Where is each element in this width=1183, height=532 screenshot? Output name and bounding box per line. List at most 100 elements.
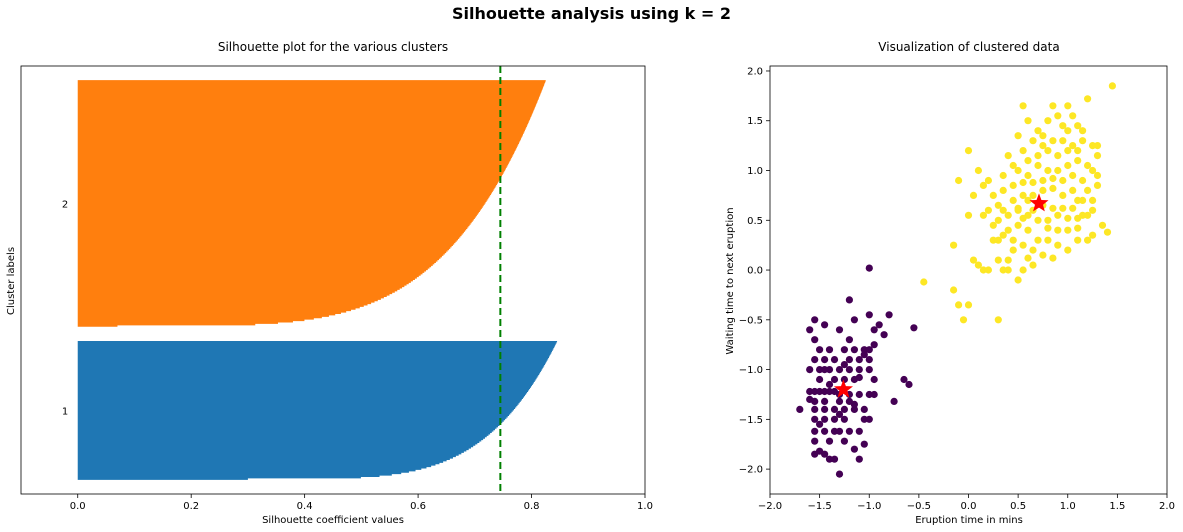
scatter-point-cluster-1 — [860, 351, 868, 359]
scatter-point-cluster-2 — [1044, 117, 1052, 125]
scatter-point-cluster-2 — [969, 256, 978, 264]
scatter-y-tick-label: −0.5 — [739, 315, 763, 326]
scatter-point-cluster-1 — [821, 405, 829, 413]
scatter-point-cluster-2 — [1064, 214, 1072, 222]
scatter-point-cluster-2 — [1054, 112, 1062, 120]
scatter-point-cluster-2 — [1074, 157, 1082, 165]
scatter-point-cluster-2 — [1044, 166, 1052, 175]
scatter-y-tick-label: 1.0 — [747, 166, 763, 177]
scatter-point-cluster-2 — [984, 176, 993, 185]
scatter-point-cluster-2 — [1029, 178, 1037, 187]
scatter-point-cluster-1 — [855, 427, 863, 435]
scatter-point-cluster-2 — [1074, 236, 1082, 244]
scatter-point-cluster-1 — [840, 405, 849, 413]
scatter-point-cluster-1 — [806, 326, 814, 334]
scatter-point-cluster-2 — [1093, 152, 1102, 160]
scatter-point-cluster-1 — [845, 366, 854, 374]
scatter-point-cluster-2 — [950, 286, 958, 294]
scatter-point-cluster-1 — [850, 316, 859, 324]
scatter-point-cluster-1 — [830, 405, 839, 413]
scatter-point-cluster-1 — [825, 380, 834, 389]
scatter-point-cluster-2 — [1108, 82, 1116, 90]
scatter-point-cluster-2 — [1084, 236, 1092, 244]
scatter-point-cluster-1 — [865, 311, 873, 319]
silhouette-x-axis-label: Silhouette coefficient values — [262, 515, 404, 526]
scatter-point-cluster-2 — [1059, 176, 1067, 185]
scatter-point-cluster-2 — [1009, 196, 1017, 204]
scatter-point-cluster-1 — [870, 390, 878, 399]
scatter-point-cluster-1 — [835, 470, 844, 478]
scatter-point-cluster-2 — [1074, 147, 1082, 155]
figure-suptitle: Silhouette analysis using k = 2 — [452, 4, 731, 23]
scatter-y-tick-label: 0.0 — [747, 266, 763, 277]
scatter-point-cluster-2 — [1059, 191, 1067, 199]
scatter-point-cluster-1 — [835, 366, 844, 374]
scatter-point-cluster-1 — [830, 356, 839, 364]
scatter-point-cluster-2 — [1064, 147, 1072, 155]
scatter-point-cluster-2 — [1079, 176, 1087, 185]
silhouette-plot-frame — [20, 65, 646, 495]
silhouette-y-axis-label: Cluster labels — [6, 247, 17, 315]
scatter-point-cluster-2 — [1064, 226, 1072, 234]
scatter-point-cluster-1 — [865, 264, 873, 272]
scatter-point-cluster-1 — [870, 341, 878, 349]
scatter-point-cluster-2 — [920, 278, 928, 286]
silhouette-x-tick-label: 0.0 — [70, 501, 86, 512]
scatter-point-cluster-1 — [811, 356, 819, 364]
scatter-point-cluster-2 — [1039, 132, 1047, 140]
scatter-point-cluster-1 — [821, 397, 829, 405]
scatter-point-cluster-2 — [1034, 161, 1042, 170]
scatter-point-cluster-2 — [1093, 181, 1102, 189]
scatter-point-cluster-2 — [1004, 266, 1012, 274]
scatter-point-cluster-2 — [1098, 221, 1107, 229]
scatter-point-cluster-2 — [1019, 214, 1027, 222]
scatter-point-cluster-1 — [865, 415, 873, 423]
scatter-point-cluster-2 — [999, 231, 1007, 239]
scatter-point-cluster-2 — [1024, 171, 1032, 180]
scatter-point-cluster-1 — [860, 346, 868, 354]
silhouette-x-tick-label: 1.0 — [637, 501, 653, 512]
scatter-point-cluster-2 — [1064, 102, 1072, 110]
scatter-point-cluster-2 — [1059, 137, 1067, 145]
scatter-point-cluster-2 — [989, 236, 997, 244]
cluster-label-1: 1 — [62, 406, 68, 417]
scatter-point-cluster-2 — [1034, 127, 1042, 135]
scatter-plot-frame — [769, 65, 1168, 495]
scatter-point-cluster-1 — [840, 361, 849, 369]
scatter-plot-title: Visualization of clustered data — [878, 40, 1059, 54]
scatter-point-cluster-2 — [974, 261, 983, 269]
scatter-point-cluster-2 — [1019, 178, 1027, 187]
scatter-point-cluster-2 — [955, 176, 963, 185]
scatter-point-cluster-1 — [830, 427, 839, 435]
scatter-point-cluster-2 — [1079, 127, 1087, 135]
scatter-point-cluster-2 — [1093, 171, 1102, 180]
scatter-point-cluster-1 — [835, 410, 844, 418]
scatter-point-cluster-2 — [1069, 186, 1077, 194]
silhouette-x-tick-label: 0.6 — [410, 501, 426, 512]
scatter-point-cluster-2 — [999, 171, 1007, 180]
silhouette-x-tick-label: 0.2 — [183, 501, 199, 512]
scatter-point-cluster-2 — [1044, 236, 1052, 244]
scatter-point-cluster-1 — [825, 387, 834, 396]
scatter-point-cluster-2 — [1059, 122, 1067, 130]
scatter-point-cluster-1 — [821, 321, 829, 329]
scatter-point-cluster-1 — [845, 356, 854, 364]
scatter-point-cluster-2 — [1004, 226, 1012, 234]
scatter-point-cluster-1 — [811, 336, 819, 344]
cluster-label-2: 2 — [62, 200, 68, 211]
scatter-x-tick-label: −1.0 — [857, 501, 881, 512]
scatter-point-cluster-2 — [1024, 226, 1032, 234]
scatter-point-cluster-2 — [1019, 266, 1027, 274]
scatter-point-cluster-1 — [850, 346, 859, 354]
scatter-point-cluster-1 — [825, 455, 834, 463]
scatter-point-cluster-2 — [1004, 211, 1012, 219]
scatter-point-cluster-2 — [955, 301, 963, 309]
scatter-point-cluster-2 — [1029, 137, 1037, 145]
scatter-point-cluster-1 — [845, 296, 854, 304]
scatter-point-cluster-2 — [979, 266, 988, 274]
scatter-point-cluster-2 — [1029, 246, 1037, 254]
scatter-y-tick-label: −1.5 — [739, 415, 763, 426]
scatter-point-cluster-2 — [1044, 224, 1052, 232]
scatter-y-tick-label: −2.0 — [739, 465, 763, 476]
scatter-point-cluster-1 — [830, 375, 839, 384]
